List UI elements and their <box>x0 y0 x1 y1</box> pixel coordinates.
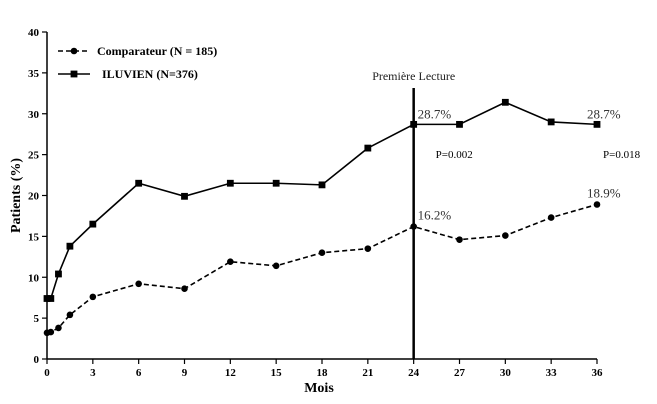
data-point <box>318 249 326 257</box>
series-layer <box>43 98 601 337</box>
data-label: 28.7% <box>587 106 621 121</box>
data-label: 28.7% <box>418 106 452 121</box>
legend: Comparateur (N = 185) ILUVIEN (N=376) <box>58 44 217 81</box>
data-point <box>272 262 280 270</box>
y-tick-label: 15 <box>28 231 40 243</box>
x-tick-label: 24 <box>408 367 420 379</box>
data-point <box>55 270 62 278</box>
x-tick-label: 12 <box>225 367 237 379</box>
series-line <box>46 203 598 334</box>
y-tick-label: 5 <box>34 313 40 325</box>
y-axis-title: Patients (%) <box>9 158 24 233</box>
data-point <box>410 223 417 230</box>
y-tick-label: 35 <box>28 68 40 80</box>
data-point <box>547 214 555 221</box>
x-tick-label: 30 <box>500 367 512 379</box>
data-point <box>456 120 463 128</box>
y-tick-label: 25 <box>28 150 40 162</box>
data-point <box>135 280 142 288</box>
x-tick-label: 36 <box>592 367 604 379</box>
x-tick-label: 18 <box>317 367 329 379</box>
data-point <box>456 236 463 243</box>
data-point <box>89 220 97 228</box>
legend-marker <box>70 47 78 55</box>
x-axis-title: Mois <box>304 381 334 396</box>
data-point <box>364 245 372 252</box>
data-point <box>181 192 188 200</box>
series-line <box>47 101 598 300</box>
data-label: P=0.018 <box>603 149 641 161</box>
x-tick-label: 15 <box>271 367 283 379</box>
legend-marker <box>70 70 78 78</box>
data-point <box>47 295 55 302</box>
data-point <box>135 179 143 187</box>
data-label: 16.2% <box>418 208 452 223</box>
data-point <box>502 232 509 239</box>
data-point <box>364 144 372 152</box>
y-tick-label: 30 <box>28 109 40 121</box>
legend-label: Comparateur (N = 185) <box>97 44 217 58</box>
y-tick-label: 20 <box>28 191 40 203</box>
data-point <box>226 179 234 187</box>
data-label: 18.9% <box>587 185 621 200</box>
vline-label: Première Lecture <box>372 69 455 83</box>
x-tick-label: 6 <box>136 367 142 379</box>
data-point <box>181 285 188 292</box>
x-tick-label: 21 <box>362 367 373 379</box>
data-point <box>272 179 280 187</box>
x-tick-label: 27 <box>454 367 466 379</box>
series-0 <box>43 201 601 337</box>
series-1 <box>43 98 601 302</box>
data-point <box>66 242 74 250</box>
data-point <box>593 201 601 208</box>
data-point <box>318 181 326 189</box>
data-point <box>547 118 555 126</box>
x-tick-label: 0 <box>44 367 50 379</box>
x-tick-label: 3 <box>90 367 96 379</box>
data-point <box>66 311 74 319</box>
data-point <box>89 293 97 301</box>
y-tick-label: 10 <box>28 272 40 284</box>
annotation-layer: 28.7% 28.7% 16.2% 18.9% P=0.002 P=0.018 <box>418 106 641 222</box>
data-point <box>227 258 234 266</box>
x-tick-label: 33 <box>546 367 558 379</box>
data-point <box>501 98 509 106</box>
data-point <box>593 120 601 128</box>
data-point <box>47 328 55 336</box>
legend-label: ILUVIEN (N=376) <box>102 67 198 81</box>
data-point <box>43 295 51 302</box>
data-point <box>55 324 62 332</box>
y-tick-label: 40 <box>28 27 40 39</box>
data-point <box>410 120 418 128</box>
x-tick-label: 9 <box>182 367 188 379</box>
data-label: P=0.002 <box>436 149 473 161</box>
y-tick-label: 0 <box>34 354 40 366</box>
